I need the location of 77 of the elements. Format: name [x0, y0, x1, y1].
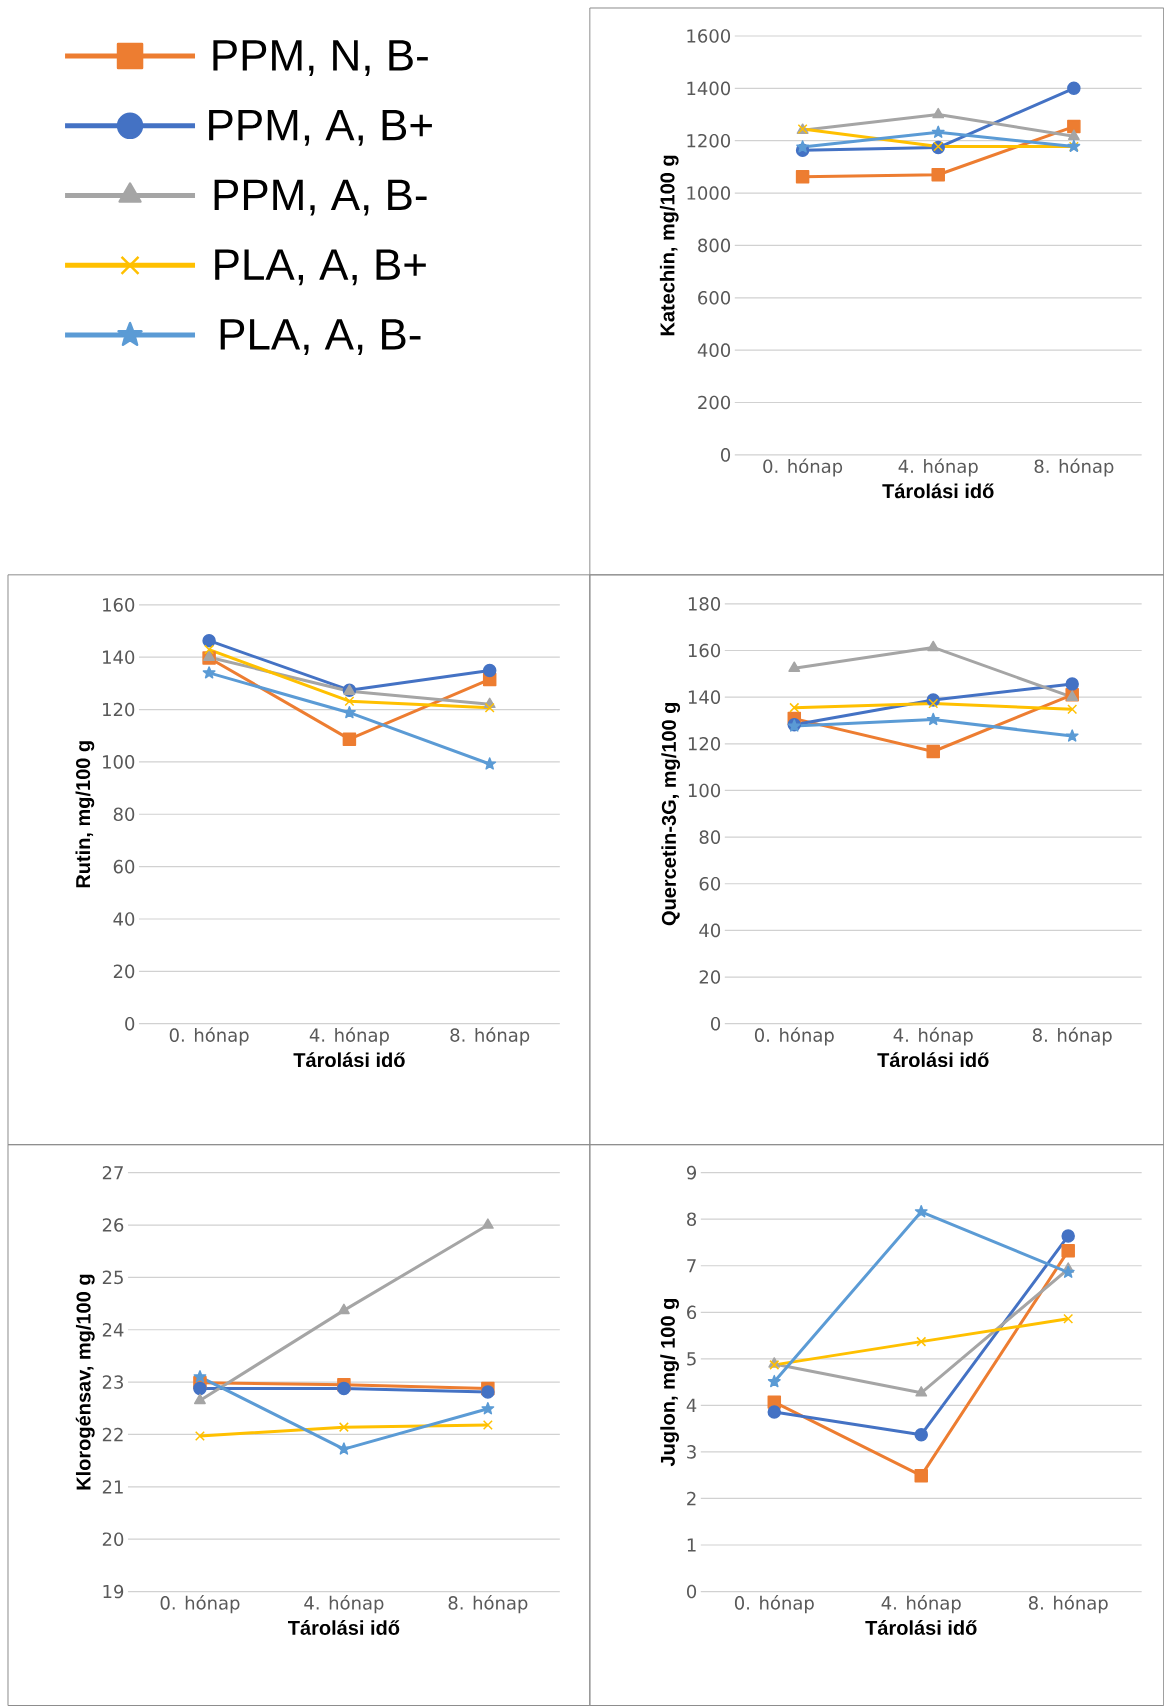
legend-label: PPM, A, B+ — [209, 109, 432, 146]
y-tick-label: 60 — [113, 859, 135, 874]
y-tick-label: 120 — [688, 736, 720, 751]
y-tick-label: 1 — [687, 1538, 696, 1552]
x-axis-title: Tárolási idő — [865, 1620, 977, 1635]
y-tick-label: 0 — [686, 1584, 696, 1599]
y-tick-label: 6 — [687, 1305, 697, 1320]
y-tick-label: 100 — [688, 783, 720, 798]
y-tick-label: 400 — [697, 343, 730, 357]
y-tick-label: 22 — [102, 1427, 123, 1442]
x-tick-label: 0. hónap — [763, 458, 843, 477]
y-tick-label: 800 — [698, 238, 730, 253]
x-tick-label: 4. hónap — [898, 458, 978, 477]
y-tick-label: 7 — [687, 1259, 696, 1273]
x-tick-label: 0. hónap — [160, 1595, 240, 1614]
legend-label: PLA, A, B+ — [215, 249, 426, 286]
y-tick-label: 20 — [699, 970, 720, 984]
y-tick-label: 20 — [113, 964, 135, 979]
y-axis-title: Rutin, mg/100 g — [75, 741, 95, 888]
y-tick-label: 1400 — [687, 81, 730, 96]
y-tick-label: 180 — [688, 597, 720, 611]
y-tick-label: 80 — [113, 807, 135, 822]
y-tick-label: 8 — [686, 1212, 696, 1227]
y-tick-label: 27 — [102, 1165, 123, 1180]
x-tick-label: 8. hónap — [1028, 1595, 1108, 1614]
y-tick-label: 600 — [698, 290, 730, 305]
y-tick-label: 0 — [125, 1016, 135, 1031]
y-tick-label: 140 — [102, 650, 135, 664]
y-axis-title: Quercetin-3G, mg/100 g — [661, 702, 680, 926]
y-tick-label: 9 — [686, 1165, 696, 1180]
y-tick-label: 0 — [710, 1016, 720, 1031]
y-axis-title: Juglon, mg/ 100 g — [660, 1299, 679, 1467]
y-axis-title: Klorogénsav, mg/100 g — [75, 1274, 95, 1490]
y-tick-label: 160 — [688, 643, 720, 658]
x-tick-label: 8. hónap — [448, 1595, 528, 1614]
legend-label: PPM, A, B- — [214, 179, 427, 216]
x-tick-label: 0. hónap — [754, 1027, 834, 1046]
y-tick-label: 1200 — [687, 133, 730, 148]
x-tick-label: 0. hónap — [169, 1027, 249, 1046]
y-tick-label: 40 — [113, 912, 135, 926]
y-tick-label: 19 — [103, 1584, 124, 1599]
y-tick-label: 200 — [698, 395, 730, 410]
y-tick-label: 26 — [102, 1218, 124, 1232]
y-tick-label: 21 — [102, 1480, 123, 1494]
y-tick-label: 80 — [699, 830, 720, 844]
y-tick-label: 1000 — [687, 186, 730, 200]
legend-label: PPM, N, B- — [213, 40, 428, 77]
y-tick-label: 160 — [102, 598, 135, 612]
y-tick-label: 100 — [102, 755, 135, 769]
y-tick-label: 23 — [102, 1375, 123, 1389]
x-tick-label: 4. hónap — [309, 1027, 389, 1046]
x-tick-label: 0. hónap — [734, 1595, 814, 1614]
y-tick-label: 3 — [687, 1445, 696, 1459]
y-tick-label: 2 — [687, 1491, 696, 1506]
x-tick-label: 4. hónap — [881, 1595, 961, 1614]
y-tick-label: 5 — [687, 1352, 696, 1366]
x-tick-label: 8. hónap — [1032, 1027, 1112, 1046]
y-tick-label: 25 — [102, 1270, 123, 1285]
y-tick-label: 24 — [102, 1323, 124, 1337]
x-tick-label: 8. hónap — [450, 1027, 530, 1046]
x-tick-label: 8. hónap — [1034, 458, 1114, 477]
x-axis-title: Tárolási idő — [293, 1052, 405, 1068]
x-tick-label: 4. hónap — [304, 1595, 384, 1614]
y-tick-label: 60 — [699, 876, 720, 891]
y-tick-label: 120 — [102, 702, 135, 717]
y-tick-label: 1600 — [687, 29, 730, 43]
y-tick-label: 0 — [720, 448, 730, 462]
legend-label: PLA, A, B- — [220, 319, 421, 356]
y-tick-label: 4 — [686, 1398, 697, 1412]
y-tick-label: 140 — [688, 690, 720, 704]
x-axis-title: Tárolási idő — [877, 1052, 989, 1068]
x-axis-title: Tárolási idő — [882, 483, 994, 499]
y-axis-title: Katechin, mg/100 g — [659, 155, 679, 336]
x-axis-title: Tárolási idő — [287, 1620, 400, 1635]
y-tick-label: 40 — [699, 923, 720, 938]
y-tick-label: 20 — [102, 1532, 124, 1546]
x-tick-label: 4. hónap — [893, 1027, 973, 1046]
